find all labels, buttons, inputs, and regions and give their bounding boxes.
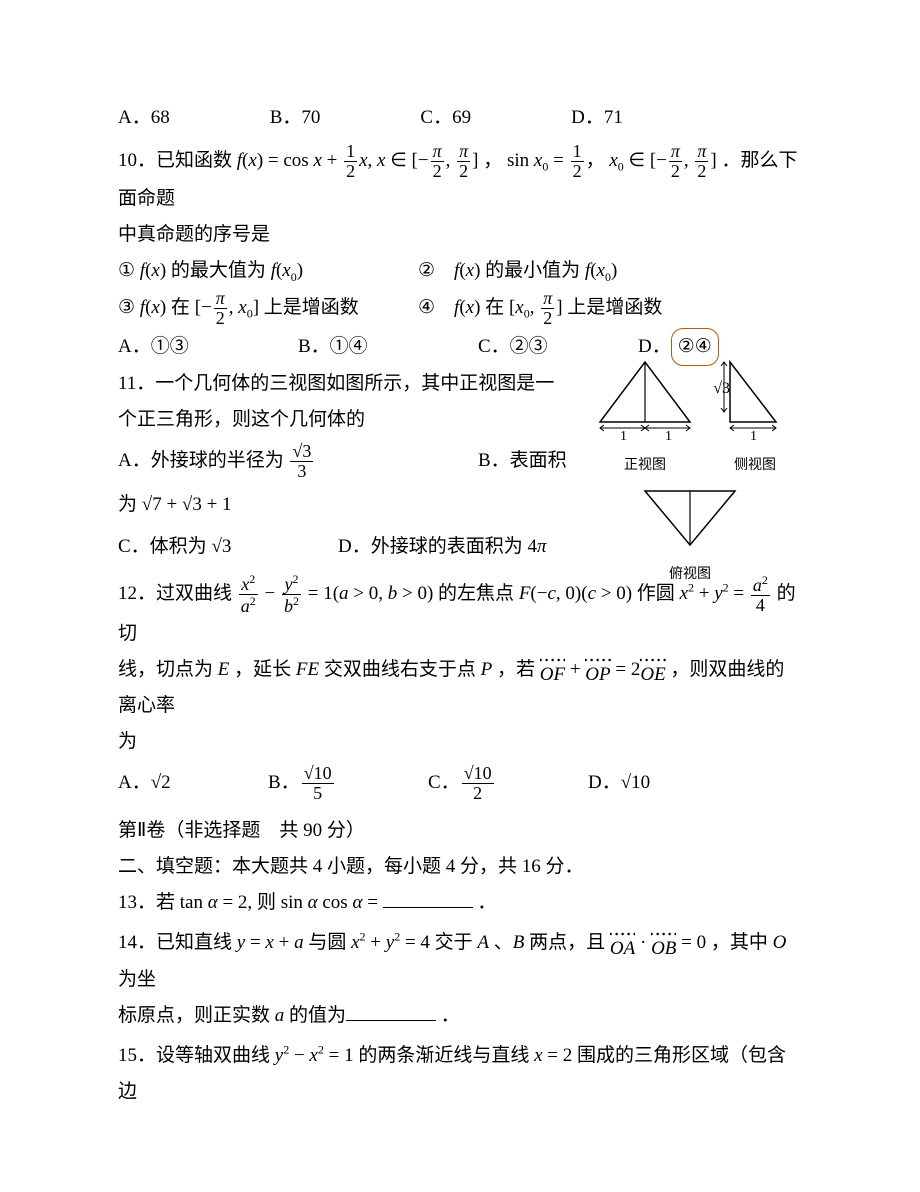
q13-prefix: 13．若 (118, 892, 180, 913)
q9-option-c: C．69 (420, 100, 471, 136)
q13-blank (383, 888, 473, 908)
q10-s4-mid: 在 (480, 297, 509, 318)
q11-line1: 11．一个几何体的三视图如图所示，其中正视图是一 (118, 366, 558, 402)
svg-text:1: 1 (750, 429, 757, 442)
q15-line1: 15．设等轴双曲线 y2 − x2 = 1 的两条渐近线与直线 x = 2 围成… (118, 1038, 802, 1110)
q10-s1-prefix: ① (118, 260, 140, 281)
q11-optC-prefix: C．体积为 (118, 536, 211, 557)
q11-optD-prefix: D．外接球的表面积为 (338, 536, 527, 557)
q11-top-view: 俯视图 (635, 485, 745, 588)
section2-title: 二、填空题：本大题共 4 小题，每小题 4 分，共 16 分． (118, 849, 802, 885)
q9-option-b: B．70 (270, 100, 321, 136)
q9-options: A．68 B．70 C．69 D．71 (118, 100, 802, 136)
q10-option-a: A．①③ (118, 329, 298, 365)
q10-statements-34: ③ f(x) 在 [−π2, x0] 上是增函数 ④ f(x) 在 [x0, π… (118, 289, 802, 328)
q12-optA: A． (118, 772, 151, 793)
q11-side-label: 侧视图 (720, 453, 790, 480)
q14-mid6: 为坐 (118, 969, 156, 990)
page: A．68 B．70 C．69 D．71 10．已知函数 f(x) = cos x… (0, 0, 920, 1192)
q12-l2d: ，若 (497, 659, 540, 680)
q10-s2-mid: 的最小值为 (480, 260, 585, 281)
q10-s4-prefix: ④ (418, 297, 454, 318)
q10-s3-mid: 在 (166, 297, 195, 318)
q12-mid1: 的左焦点 (438, 583, 519, 604)
q14-l2b: 的值为 (289, 1005, 346, 1026)
q14-prefix: 14．已知直线 (118, 932, 237, 953)
q10-stem-line2: 中真命题的序号是 (118, 217, 802, 253)
q14-mid2: 交于 (435, 932, 478, 953)
q10-mid: ， (483, 150, 502, 171)
q14-line1: 14．已知直线 y = x + a 与圆 x2 + y2 = 4 交于 A 、B… (118, 925, 802, 997)
q12-prefix: 12．过双曲线 (118, 583, 237, 604)
q14-blank (346, 1001, 436, 1021)
q10-s1-mid: 的最大值为 (166, 260, 271, 281)
q12-l2c: 交双曲线右支于点 (324, 659, 481, 680)
q15-mid: 的两条渐近线与直线 (358, 1045, 534, 1066)
q12-optD: D． (588, 772, 621, 793)
q11-optB: B．表面积 (478, 443, 567, 479)
q13-suffix: ． (477, 892, 496, 913)
q10-s3-prefix: ③ (118, 297, 140, 318)
q12-line2: 线，切点为 E ，延长 FE 交双曲线右支于点 P ，若 OF + OP = 2… (118, 652, 802, 724)
q12-l2b: ，延长 (234, 659, 296, 680)
svg-text:1: 1 (665, 429, 672, 442)
q10-stem-line1: 10．已知函数 f(x) = cos x + 12x, x ∈ [−π2, π2… (118, 142, 802, 217)
q10-s2-prefix: ② (418, 260, 454, 281)
q12-optB: B． (268, 772, 300, 793)
q9-option-a: A．68 (118, 100, 170, 136)
q9-option-d: D．71 (571, 100, 623, 136)
q13: 13．若 tan α = 2, 则 sin α cos α = ． (118, 885, 802, 921)
q14-mid3: 、 (494, 932, 513, 953)
q10-s3-suffix: 上是增函数 (259, 297, 359, 318)
q11-front-label: 正视图 (590, 453, 700, 480)
q12-line3: 为 (118, 724, 802, 760)
q14-suffix: ． (441, 1005, 460, 1026)
q11-optA-prefix: A．外接球的半径为 (118, 450, 288, 471)
part2-title: 第Ⅱ卷（非选择题 共 90 分） (118, 813, 802, 849)
q12-l2a: 线，切点为 (118, 659, 218, 680)
q14-mid5: ，其中 (711, 932, 773, 953)
svg-text:1: 1 (620, 429, 627, 442)
q12-optC: C． (428, 772, 460, 793)
q11-top-label: 俯视图 (635, 562, 745, 589)
q11-optB-l2-prefix: 为 (118, 494, 142, 515)
q14-mid1: 与圆 (308, 932, 351, 953)
q11-figures: 1 1 正视图 1 √3 侧视图 (580, 356, 800, 588)
q14-line2: 标原点，则正实数 a 的值为 ． (118, 998, 802, 1034)
q15-prefix: 15．设等轴双曲线 (118, 1045, 275, 1066)
q13-mid: 则 (257, 892, 281, 913)
q10-prefix: 10．已知函数 (118, 150, 237, 171)
q10-statements-12: ① f(x) 的最大值为 f(x0) ② f(x) 的最小值为 f(x0) (118, 253, 802, 289)
q14-mid4: 两点，且 (529, 932, 610, 953)
q11-side-view: 1 √3 侧视图 (720, 356, 790, 479)
q10-s4-suffix: 上是增函数 (563, 297, 663, 318)
q11-front-view: 1 1 正视图 (590, 356, 700, 479)
q12-options: A．√2 B．√105 C．√102 D．√10 (118, 764, 802, 803)
q10-option-b: B．①④ (298, 329, 478, 365)
q14-l2a: 标原点，则正实数 (118, 1005, 275, 1026)
